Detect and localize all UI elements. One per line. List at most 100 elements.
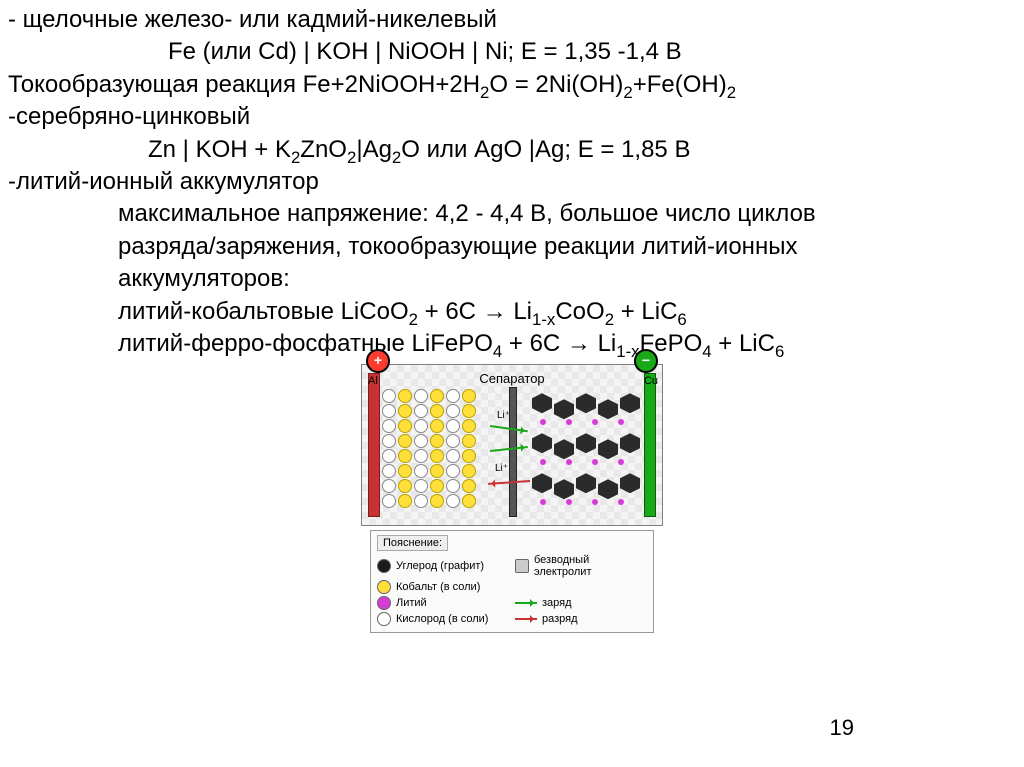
cobalt-swatch-icon	[377, 580, 391, 594]
oxygen-atom-icon	[382, 404, 396, 418]
cobalt-atom-icon	[462, 479, 476, 493]
oxygen-atom-icon	[446, 434, 460, 448]
cobalt-atom-icon	[430, 404, 444, 418]
legend-item: Углерод (графит)	[377, 554, 509, 578]
lithium-ion-icon	[592, 419, 598, 425]
cobalt-atom-icon	[462, 449, 476, 463]
text-line: литий-кобальтовые LiCoO2 + 6C → Li1-xCoO…	[8, 296, 1016, 328]
document-body: - щелочные железо- или кадмий-никелевый …	[0, 0, 1024, 633]
oxygen-atom-icon	[382, 464, 396, 478]
copper-electrode	[644, 373, 656, 517]
graphite-hex-icon	[532, 473, 552, 493]
cathode-lattice	[382, 389, 487, 515]
oxygen-atom-icon	[414, 494, 428, 508]
text: CoO	[555, 298, 604, 325]
graphite-hex-icon	[554, 399, 574, 419]
cobalt-atom-icon	[430, 434, 444, 448]
graphite-hex-icon	[576, 433, 596, 453]
aluminum-electrode	[368, 373, 380, 517]
lithium-ion-icon	[566, 419, 572, 425]
separator-bar	[509, 387, 517, 517]
text: Zn | KOH + K	[148, 136, 291, 163]
legend-box: Пояснение: Углерод (графит) безводный эл…	[370, 530, 654, 633]
text: литий-кобальтовые LiCoO	[118, 298, 409, 325]
lithium-ion-icon	[540, 419, 546, 425]
oxygen-atom-icon	[414, 419, 428, 433]
oxygen-atom-icon	[446, 464, 460, 478]
legend-item: Кислород (в соли)	[377, 612, 509, 626]
oxygen-atom-icon	[414, 434, 428, 448]
lithium-swatch-icon	[377, 596, 391, 610]
cobalt-atom-icon	[398, 464, 412, 478]
oxygen-atom-icon	[446, 419, 460, 433]
lithium-ion-icon	[566, 499, 572, 505]
text: |Ag	[356, 136, 392, 163]
oxygen-atom-icon	[382, 479, 396, 493]
text: Токообразующая реакция Fe+2NiOOH+2H	[8, 71, 480, 98]
sub: 6	[775, 342, 784, 361]
text-line: максимальное напряжение: 4,2 - 4,4 В, бо…	[8, 198, 1016, 230]
page-number: 19	[830, 715, 854, 741]
legend-label: разряд	[542, 613, 578, 625]
text: + LiC	[614, 298, 677, 325]
cobalt-atom-icon	[398, 434, 412, 448]
cobalt-atom-icon	[430, 419, 444, 433]
text: + LiC	[712, 330, 775, 357]
oxygen-atom-icon	[382, 389, 396, 403]
sub: 2	[480, 83, 489, 102]
sub: 2	[605, 309, 614, 328]
lithium-ion-icon	[618, 459, 624, 465]
text-line: литий-ферро-фосфатные LiFePO4 + 6C → Li1…	[8, 328, 1016, 360]
text-line: -серебряно-цинковый	[8, 101, 1016, 133]
sub: 4	[493, 342, 502, 361]
text-line: - щелочные железо- или кадмий-никелевый	[8, 4, 1016, 36]
oxygen-atom-icon	[446, 404, 460, 418]
cobalt-atom-icon	[398, 449, 412, 463]
cobalt-atom-icon	[462, 419, 476, 433]
li-ion-label: Li⁺	[495, 463, 508, 474]
graphite-hex-icon	[620, 433, 640, 453]
lithium-ion-icon	[540, 459, 546, 465]
graphite-hex-icon	[532, 393, 552, 413]
battery-cell: + − Сепаратор Al Cu Li⁺ Li⁺	[361, 364, 663, 526]
discharge-arrow-icon	[515, 618, 537, 620]
text-line: аккумуляторов:	[8, 263, 1016, 295]
text-line: Fe (или Cd) | KOH | NiOOH | Ni; E = 1,35…	[8, 36, 1016, 68]
sub: 2	[623, 83, 632, 102]
oxygen-atom-icon	[446, 389, 460, 403]
graphite-hex-icon	[554, 439, 574, 459]
al-label: Al	[368, 375, 378, 387]
legend-label: Углерод (графит)	[396, 560, 484, 572]
legend-label: Литий	[396, 597, 427, 609]
cu-label: Cu	[644, 375, 658, 387]
cobalt-atom-icon	[462, 494, 476, 508]
cobalt-atom-icon	[398, 389, 412, 403]
graphite-hex-icon	[620, 393, 640, 413]
legend-label: безводный электролит	[534, 554, 647, 578]
legend-title: Пояснение:	[377, 535, 448, 551]
legend-item	[515, 580, 647, 594]
cobalt-atom-icon	[462, 434, 476, 448]
graphite-hex-icon	[598, 439, 618, 459]
cobalt-atom-icon	[398, 479, 412, 493]
cobalt-atom-icon	[398, 404, 412, 418]
graphite-hex-icon	[620, 473, 640, 493]
cobalt-atom-icon	[430, 449, 444, 463]
cobalt-atom-icon	[398, 419, 412, 433]
sub: 4	[702, 342, 711, 361]
oxygen-atom-icon	[414, 404, 428, 418]
cobalt-atom-icon	[462, 464, 476, 478]
lithium-ion-icon	[592, 499, 598, 505]
lithium-ion-icon	[618, 499, 624, 505]
legend-item: заряд	[515, 596, 647, 610]
cobalt-atom-icon	[462, 404, 476, 418]
graphite-hex-icon	[598, 479, 618, 499]
text-line: разряда/заряжения, токообразующие реакци…	[8, 231, 1016, 263]
oxygen-atom-icon	[414, 464, 428, 478]
oxygen-atom-icon	[446, 449, 460, 463]
text: литий-ферро-фосфатные LiFePO	[118, 330, 493, 357]
graphite-hex-icon	[598, 399, 618, 419]
legend-item: Кобальт (в соли)	[377, 580, 509, 594]
oxygen-atom-icon	[382, 419, 396, 433]
text: +Fe(OH)	[633, 71, 727, 98]
